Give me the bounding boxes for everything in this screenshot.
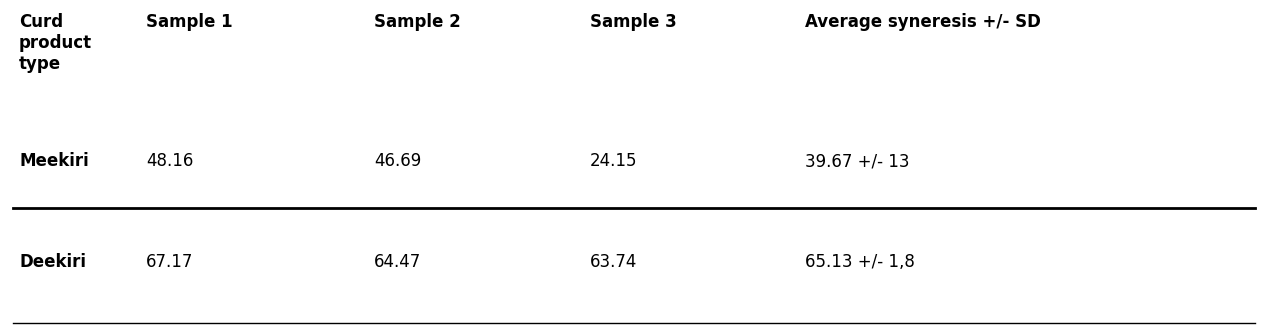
Text: Curd
product
type: Curd product type — [19, 13, 93, 73]
Text: 63.74: 63.74 — [590, 253, 637, 271]
Text: 65.13 +/- 1,8: 65.13 +/- 1,8 — [805, 253, 915, 271]
Text: 64.47: 64.47 — [374, 253, 421, 271]
Text: Deekiri: Deekiri — [19, 253, 86, 271]
Text: 24.15: 24.15 — [590, 152, 637, 170]
Text: Meekiri: Meekiri — [19, 152, 89, 170]
Text: Sample 3: Sample 3 — [590, 13, 676, 32]
Text: 48.16: 48.16 — [146, 152, 193, 170]
Text: 46.69: 46.69 — [374, 152, 421, 170]
Text: Sample 2: Sample 2 — [374, 13, 460, 32]
Text: 39.67 +/- 13: 39.67 +/- 13 — [805, 152, 909, 170]
Text: Average syneresis +/- SD: Average syneresis +/- SD — [805, 13, 1041, 32]
Text: Sample 1: Sample 1 — [146, 13, 232, 32]
Text: 67.17: 67.17 — [146, 253, 193, 271]
